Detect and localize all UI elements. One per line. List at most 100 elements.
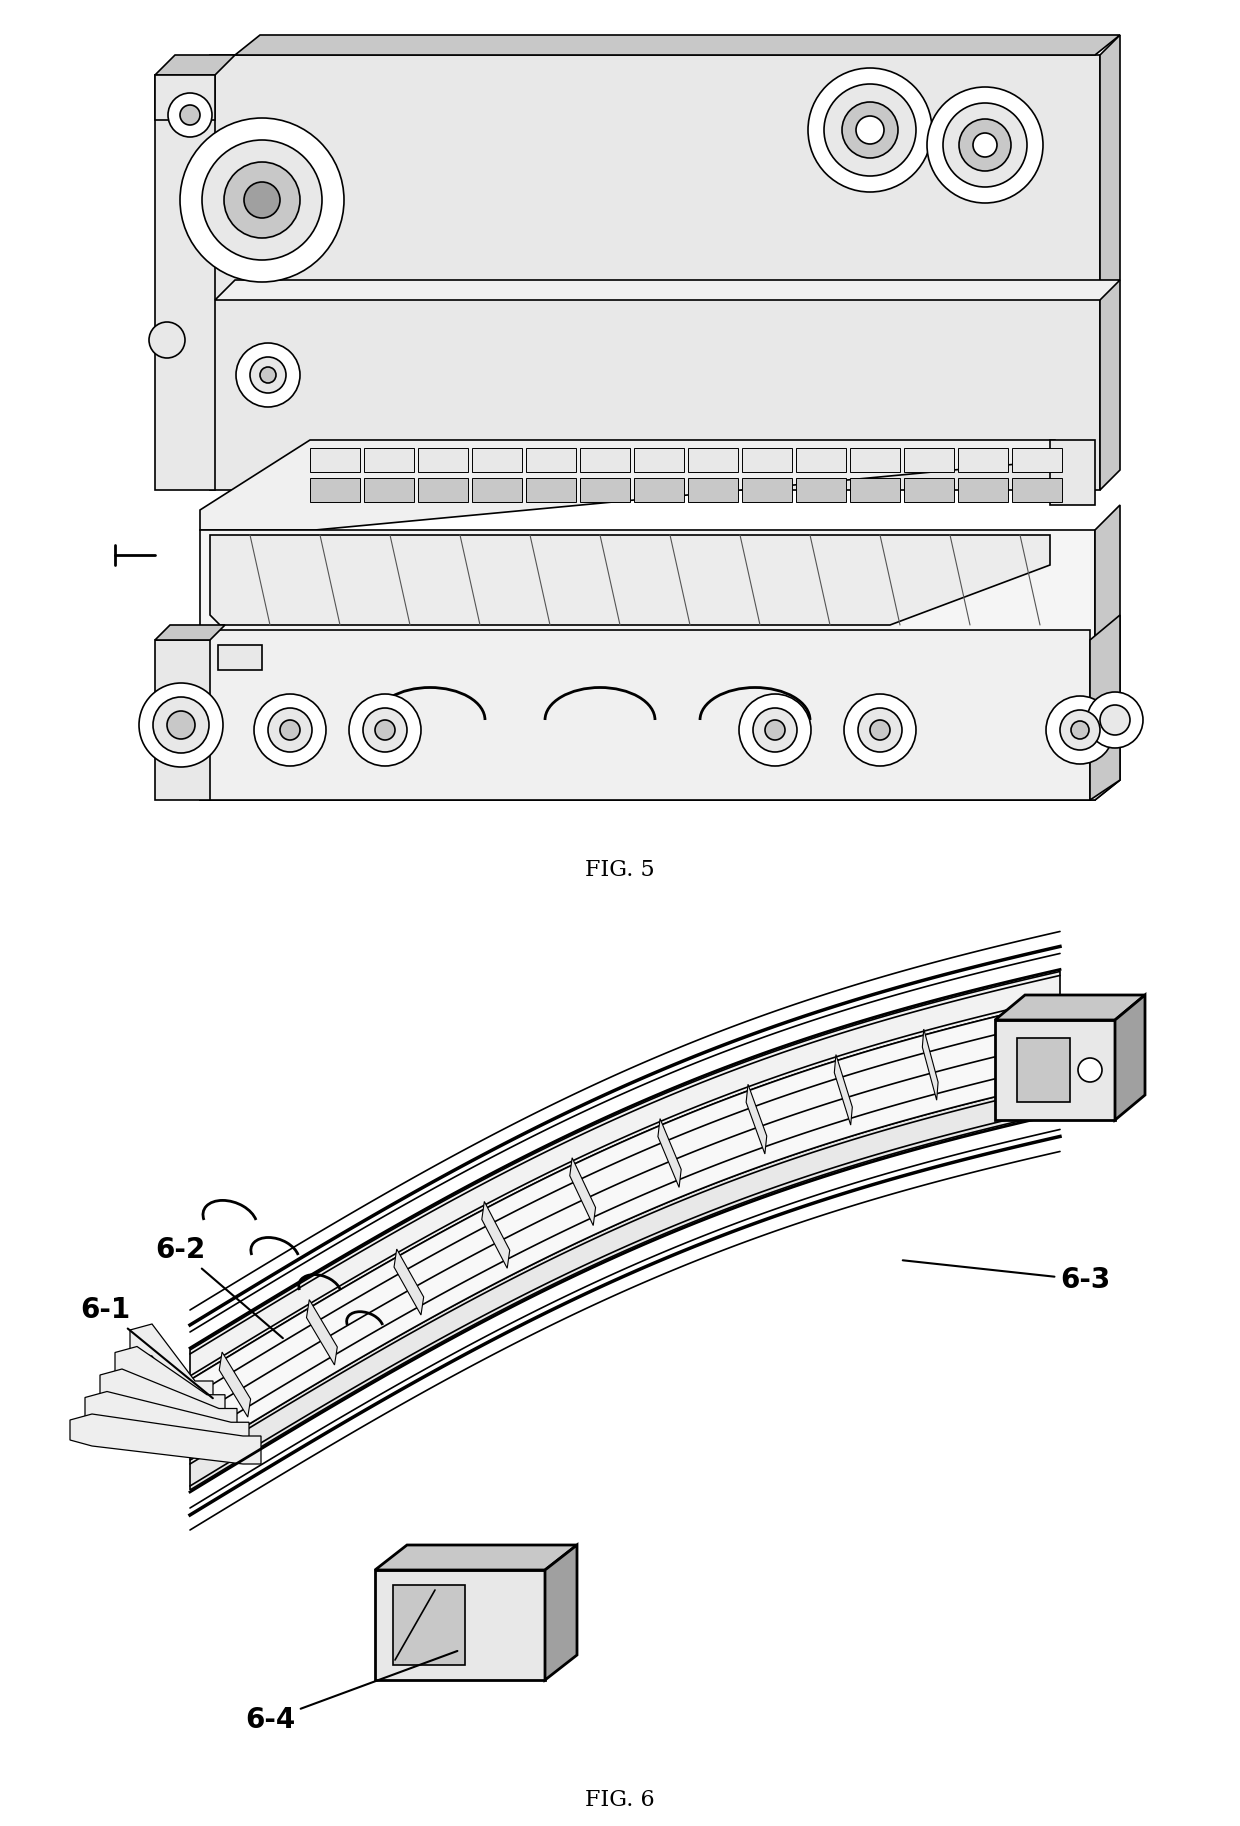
Polygon shape [155,55,236,75]
Polygon shape [130,1324,213,1410]
Polygon shape [215,279,1120,299]
Polygon shape [1095,506,1120,800]
Circle shape [765,719,785,740]
Circle shape [153,698,210,752]
Polygon shape [1012,447,1061,471]
Polygon shape [310,447,360,471]
Polygon shape [546,1545,577,1680]
Polygon shape [200,530,1095,800]
Text: 6-1: 6-1 [81,1296,213,1399]
Polygon shape [190,1001,1060,1461]
Polygon shape [306,1300,337,1366]
Circle shape [250,358,286,393]
Polygon shape [418,478,467,502]
Circle shape [959,119,1011,172]
Circle shape [1087,692,1143,749]
Circle shape [180,106,200,124]
Circle shape [202,141,322,259]
Circle shape [825,84,916,175]
Polygon shape [115,1346,224,1422]
Polygon shape [849,447,900,471]
Text: FIG. 6: FIG. 6 [585,1789,655,1811]
Polygon shape [688,447,738,471]
Polygon shape [374,1545,577,1570]
Polygon shape [634,447,684,471]
Circle shape [149,321,185,358]
Circle shape [870,719,890,740]
Polygon shape [688,478,738,502]
Polygon shape [526,478,577,502]
Circle shape [139,683,223,767]
Circle shape [167,710,195,740]
Polygon shape [155,624,224,639]
Text: 6-4: 6-4 [246,1651,458,1735]
Circle shape [942,102,1027,186]
Circle shape [348,694,422,765]
Polygon shape [959,447,1008,471]
Polygon shape [580,478,630,502]
Circle shape [844,694,916,765]
Polygon shape [236,35,1120,55]
Polygon shape [849,478,900,502]
Polygon shape [374,1570,546,1680]
Polygon shape [365,447,414,471]
Polygon shape [746,1085,766,1154]
Polygon shape [200,440,1060,530]
Text: 6-2: 6-2 [155,1236,283,1338]
Polygon shape [658,1119,681,1187]
Circle shape [280,719,300,740]
Circle shape [363,708,407,752]
Polygon shape [190,1081,1060,1490]
Circle shape [374,719,396,740]
Polygon shape [310,478,360,502]
Circle shape [808,68,932,192]
Polygon shape [959,478,1008,502]
Circle shape [973,133,997,157]
Polygon shape [472,447,522,471]
Polygon shape [1100,35,1120,489]
Polygon shape [923,1030,939,1101]
Text: 6-3: 6-3 [903,1260,1110,1295]
Polygon shape [1115,995,1145,1119]
Circle shape [842,102,898,159]
Polygon shape [86,1391,249,1450]
Polygon shape [69,1413,260,1464]
Polygon shape [1090,615,1120,800]
Text: FIG. 5: FIG. 5 [585,858,655,880]
Circle shape [260,367,277,383]
Polygon shape [742,447,792,471]
Circle shape [224,163,300,237]
Circle shape [167,93,212,137]
Polygon shape [904,447,954,471]
Polygon shape [155,75,215,489]
Circle shape [858,708,901,752]
Polygon shape [1050,440,1095,506]
Polygon shape [994,995,1145,1021]
Polygon shape [482,1202,510,1269]
Polygon shape [200,780,1120,800]
Polygon shape [155,639,210,800]
Polygon shape [796,478,846,502]
Polygon shape [155,75,215,121]
Polygon shape [100,1370,237,1437]
Polygon shape [210,535,1050,624]
Polygon shape [1017,1037,1070,1103]
Circle shape [236,343,300,407]
Circle shape [1071,721,1089,740]
Circle shape [753,708,797,752]
Circle shape [928,88,1043,203]
Polygon shape [526,447,577,471]
Polygon shape [796,447,846,471]
Polygon shape [569,1158,595,1225]
Polygon shape [742,478,792,502]
Circle shape [244,183,280,217]
Polygon shape [200,630,1090,800]
Circle shape [1078,1057,1102,1083]
Polygon shape [210,55,1100,489]
Polygon shape [1012,478,1061,502]
Polygon shape [1011,1006,1024,1079]
Polygon shape [393,1585,465,1665]
Circle shape [856,117,884,144]
Polygon shape [904,478,954,502]
Polygon shape [580,447,630,471]
